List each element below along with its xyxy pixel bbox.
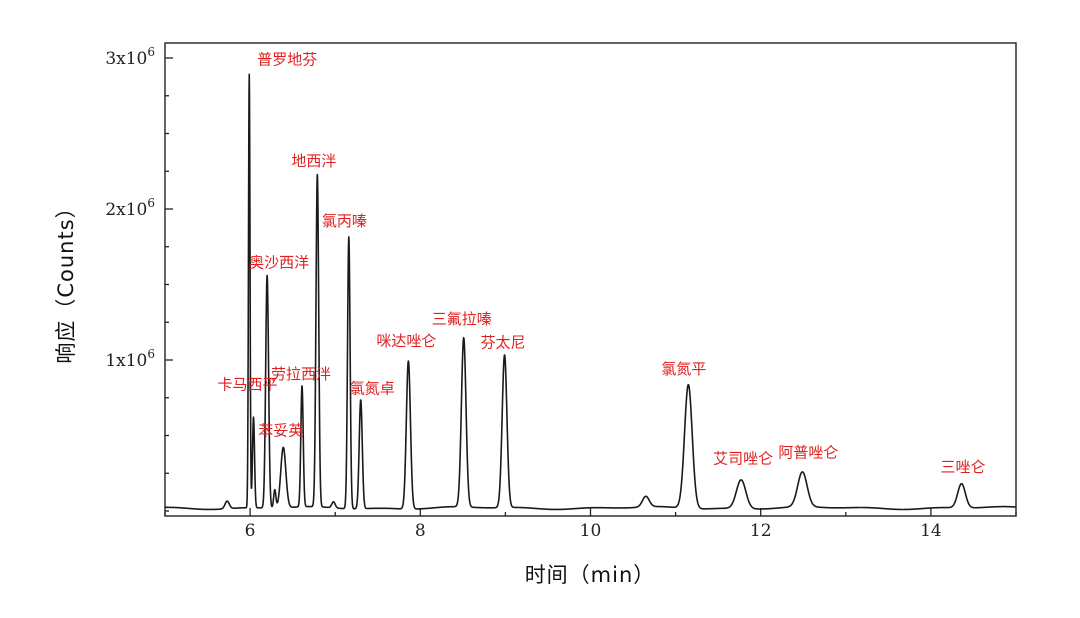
peak-label: 阿普唑仑 [778, 443, 838, 461]
x-tick-label: 8 [415, 521, 426, 541]
peak-label: 氯丙嗪 [322, 212, 367, 230]
x-tick-label: 14 [920, 521, 942, 541]
y-axis-title: 响应（Counts） [54, 196, 78, 363]
peak-label: 劳拉西泮 [271, 365, 331, 383]
peak-label: 芬太尼 [481, 333, 526, 351]
peak-label: 艾司唑仑 [713, 449, 773, 467]
peak-label: 苯妥英 [258, 422, 303, 440]
x-tick-label: 12 [750, 521, 772, 541]
x-tick-label: 10 [580, 521, 602, 541]
peak-label: 咪达唑仑 [376, 332, 436, 350]
peak-label: 氯氮平 [661, 360, 706, 378]
x-axis: 6 8 10 12 14 [164, 508, 1017, 541]
peak-label: 卡马西平 [218, 375, 278, 393]
y-tick-label: 3x106 [105, 45, 155, 69]
chromatogram-trace [164, 73, 1017, 511]
y-tick-label: 2x106 [105, 196, 155, 220]
peak-label: 三唑仑 [941, 458, 986, 476]
peak-label: 三氟拉嗪 [432, 310, 492, 328]
peak-label: 氯氮卓 [350, 379, 395, 397]
peak-label: 奥沙西洋 [249, 253, 309, 271]
x-tick-label: 6 [245, 521, 256, 541]
y-axis: 1x106 2x106 3x106 [105, 45, 173, 512]
plot-frame [164, 42, 1017, 517]
peak-label: 普罗地芬 [257, 51, 317, 69]
y-tick-label: 1x106 [105, 347, 155, 371]
x-axis-title: 时间（min） [525, 563, 656, 587]
peak-label: 地西泮 [291, 152, 336, 170]
